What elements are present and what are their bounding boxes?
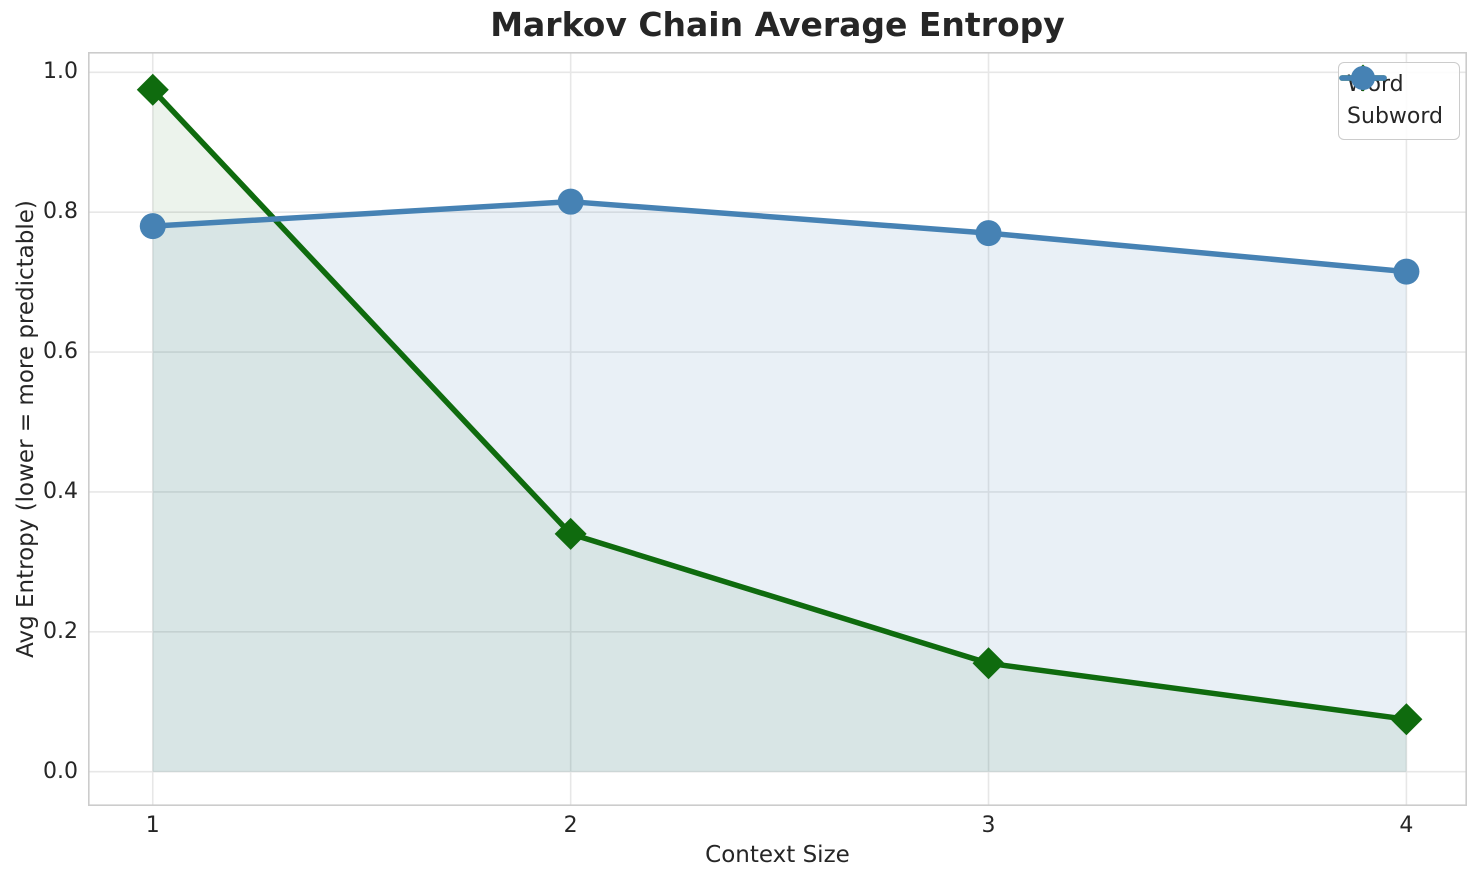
series-subword-area-fill bbox=[152, 201, 1407, 772]
subword-series-circle-icon bbox=[1339, 66, 1387, 90]
x-axis-label: Context Size bbox=[705, 842, 850, 868]
plot-area: Word Subword bbox=[88, 52, 1467, 806]
series-word-marker bbox=[972, 647, 1005, 680]
series-subword-marker bbox=[139, 213, 166, 240]
y-tick-label: 0.2 bbox=[43, 618, 78, 644]
chart-title: Markov Chain Average Entropy bbox=[490, 5, 1065, 44]
y-tick-label: 0.8 bbox=[43, 199, 78, 225]
legend-item-subword: Subword bbox=[1339, 66, 1443, 132]
plot-border bbox=[88, 52, 1467, 806]
series-subword-marker bbox=[975, 220, 1002, 247]
series-word-marker bbox=[554, 517, 587, 550]
y-tick-label: 0.6 bbox=[43, 339, 78, 365]
series-word-line bbox=[150, 87, 1410, 723]
x-tick-label: 4 bbox=[1399, 813, 1414, 838]
y-tick-label: 1.0 bbox=[43, 59, 78, 85]
legend: Word Subword bbox=[1338, 62, 1460, 140]
x-tick-label: 3 bbox=[981, 813, 996, 838]
legend-label-subword: Subword bbox=[1347, 104, 1443, 129]
x-tick-label: 1 bbox=[145, 813, 160, 838]
series-subword-marker bbox=[557, 188, 584, 215]
y-tick-label: 0.0 bbox=[43, 758, 78, 784]
series-word-marker bbox=[136, 73, 169, 106]
x-tick-label: 2 bbox=[563, 813, 578, 838]
y-tick-label: 0.4 bbox=[43, 478, 78, 504]
series-subword-marker bbox=[1393, 258, 1420, 285]
series-word-area-fill bbox=[152, 89, 1407, 772]
plot-canvas bbox=[88, 52, 1467, 806]
y-axis-label: Avg Entropy (lower = more predictable) bbox=[13, 200, 39, 658]
series-word-marker bbox=[1390, 703, 1423, 736]
series-subword-line bbox=[150, 198, 1410, 275]
